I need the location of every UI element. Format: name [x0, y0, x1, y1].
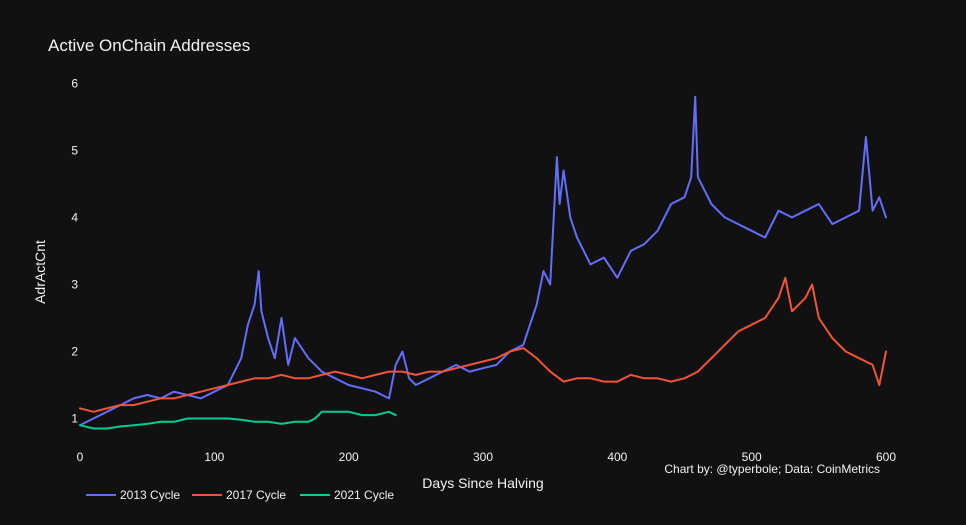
legend-item[interactable]: 2013 Cycle	[86, 488, 180, 502]
y-tick-label: 4	[71, 210, 78, 224]
legend-label: 2013 Cycle	[120, 488, 180, 502]
legend-item[interactable]: 2021 Cycle	[300, 488, 394, 502]
y-tick-label: 3	[71, 277, 78, 291]
y-axis-ticks: 1 2 3 4 5 6	[71, 76, 78, 425]
series-line-3[interactable]	[79, 410, 397, 430]
legend-label: 2021 Cycle	[334, 488, 394, 502]
x-tick-label: 500	[742, 450, 762, 464]
x-tick-label: 600	[876, 450, 896, 464]
legend-label: 2017 Cycle	[226, 488, 286, 502]
data-credit: Chart by: @typerbole; Data: CoinMetrics	[664, 462, 880, 476]
x-tick-label: 300	[473, 450, 493, 464]
x-tick-label: 200	[339, 450, 359, 464]
legend[interactable]: 2013 Cycle 2017 Cycle 2021 Cycle	[86, 488, 394, 502]
x-tick-label: 0	[77, 450, 84, 464]
legend-item[interactable]: 2017 Cycle	[192, 488, 286, 502]
y-axis-title: AdrActCnt	[32, 240, 48, 304]
x-axis-title: Days Since Halving	[422, 475, 543, 491]
x-tick-label: 400	[607, 450, 627, 464]
chart-title: Active OnChain Addresses	[48, 36, 250, 55]
y-tick-label: 6	[71, 76, 78, 90]
y-tick-label: 5	[71, 143, 78, 157]
series-line-2[interactable]	[79, 276, 887, 413]
x-axis-ticks: 0 100 200 300 400 500 600	[77, 450, 897, 464]
y-tick-label: 2	[71, 344, 78, 358]
plot-area	[79, 95, 887, 430]
x-tick-label: 100	[204, 450, 224, 464]
series-line-1[interactable]	[79, 95, 887, 427]
y-tick-label: 1	[71, 411, 78, 425]
